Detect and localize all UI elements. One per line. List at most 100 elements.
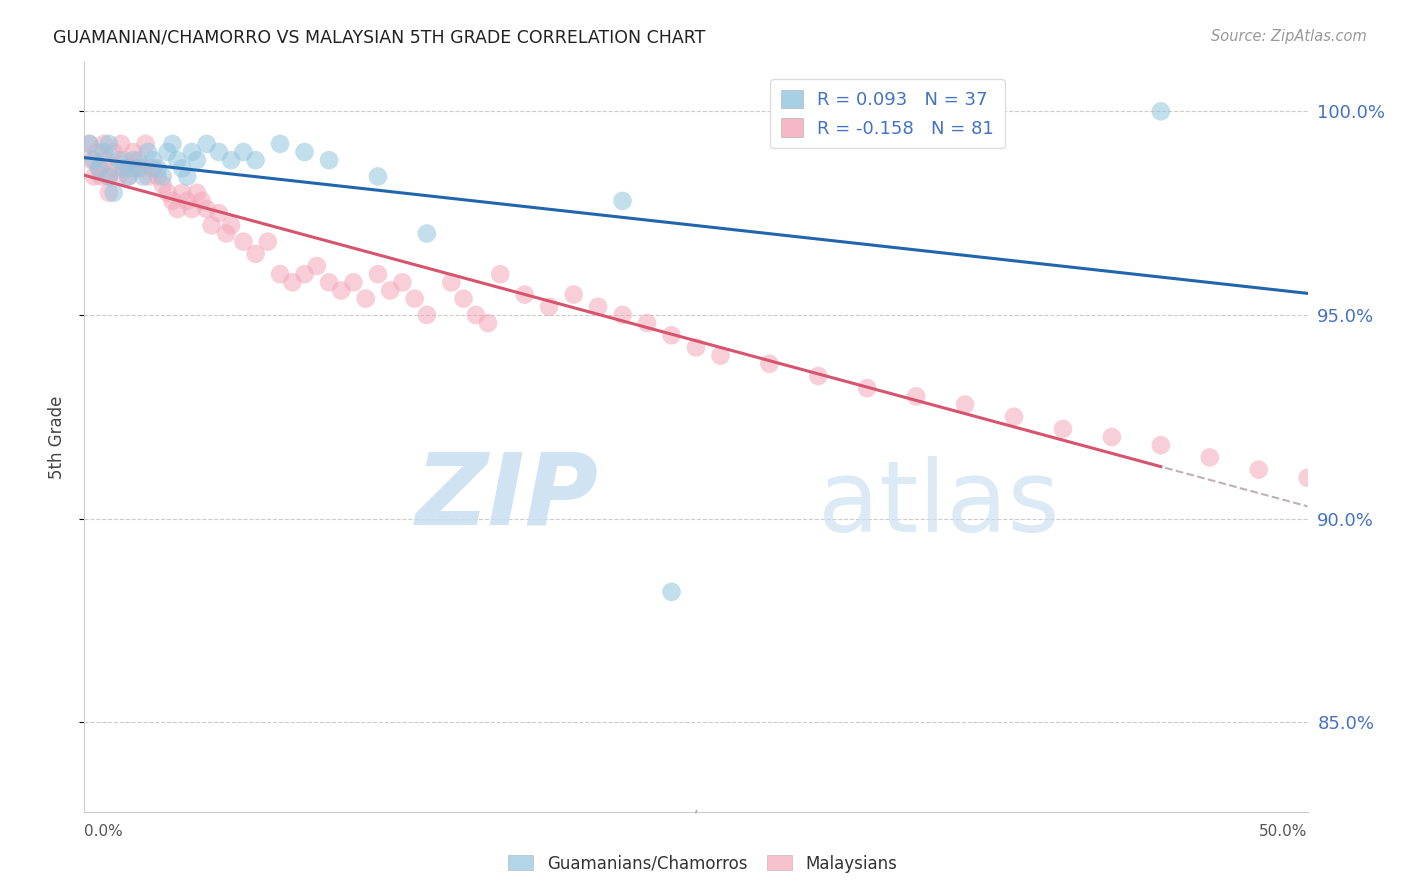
Point (142, 161, 165, 176)
Point (1150, 104, 1173, 119)
Point (186, 186, 208, 200)
Point (318, 153, 340, 168)
Point (464, 308, 486, 322)
Point (453, 292, 475, 306)
Point (127, 153, 149, 168)
Point (77, 136, 100, 151)
Point (661, 328, 683, 343)
Point (586, 300, 609, 314)
Point (156, 145, 179, 159)
Point (330, 284, 353, 298)
Point (709, 349, 731, 363)
Text: 0.0%: 0.0% (84, 824, 124, 839)
Point (489, 267, 512, 281)
Point (636, 316, 658, 330)
Text: 50.0%: 50.0% (1260, 824, 1308, 839)
Point (269, 267, 291, 281)
Point (318, 276, 340, 290)
Point (612, 308, 634, 322)
Point (367, 267, 389, 281)
Point (176, 194, 198, 208)
Point (257, 235, 280, 249)
Point (440, 276, 463, 290)
Point (232, 145, 254, 159)
Point (562, 287, 585, 301)
Point (142, 153, 165, 168)
Point (97, 136, 120, 151)
Point (110, 136, 132, 151)
Point (80, 153, 103, 168)
Point (1052, 422, 1074, 436)
Point (354, 292, 377, 306)
Point (156, 186, 179, 200)
Point (103, 186, 125, 200)
Point (97, 169, 120, 184)
Point (380, 284, 402, 298)
Point (219, 153, 242, 168)
Point (172, 161, 194, 176)
Point (93, 136, 115, 151)
Point (162, 194, 184, 208)
Point (538, 300, 561, 314)
Point (1296, 471, 1319, 485)
Point (807, 369, 830, 384)
Point (245, 247, 267, 261)
Point (135, 136, 157, 151)
Point (166, 153, 188, 168)
Point (208, 206, 231, 220)
Point (132, 161, 155, 176)
Point (87, 161, 110, 176)
Point (208, 145, 231, 159)
Point (953, 397, 976, 411)
Point (152, 169, 174, 184)
Point (905, 389, 928, 403)
Point (200, 219, 222, 233)
Point (219, 219, 242, 233)
Point (195, 136, 218, 151)
Text: ZIP: ZIP (415, 449, 598, 546)
Point (86, 145, 108, 159)
Point (1002, 409, 1025, 424)
Legend: Guamanians/Chamorros, Malaysians: Guamanians/Chamorros, Malaysians (502, 848, 904, 880)
Point (122, 161, 145, 176)
Point (103, 145, 125, 159)
Point (127, 161, 149, 176)
Point (186, 153, 208, 168)
Point (661, 584, 683, 599)
Point (107, 169, 129, 184)
Point (1101, 430, 1123, 444)
Point (281, 276, 304, 290)
Point (132, 169, 155, 184)
Point (195, 202, 218, 216)
Point (1150, 438, 1173, 452)
Text: Source: ZipAtlas.com: Source: ZipAtlas.com (1211, 29, 1367, 44)
Point (269, 136, 291, 151)
Point (117, 161, 139, 176)
Point (181, 145, 204, 159)
Point (1198, 450, 1220, 465)
Point (172, 186, 194, 200)
Point (117, 169, 139, 184)
Point (77, 136, 100, 151)
Point (136, 169, 159, 184)
Point (404, 292, 426, 306)
Point (191, 194, 214, 208)
Point (416, 308, 439, 322)
Point (93, 145, 115, 159)
Point (112, 153, 135, 168)
Point (294, 145, 316, 159)
Point (685, 341, 707, 355)
Point (83, 169, 105, 184)
Point (305, 259, 328, 273)
Point (97, 169, 120, 184)
Point (245, 153, 267, 168)
Point (146, 169, 169, 184)
Point (136, 145, 159, 159)
Point (87, 161, 110, 176)
Point (83, 153, 105, 168)
Point (416, 227, 439, 241)
Point (342, 276, 364, 290)
Point (112, 161, 135, 176)
Point (294, 267, 316, 281)
Point (758, 357, 780, 371)
